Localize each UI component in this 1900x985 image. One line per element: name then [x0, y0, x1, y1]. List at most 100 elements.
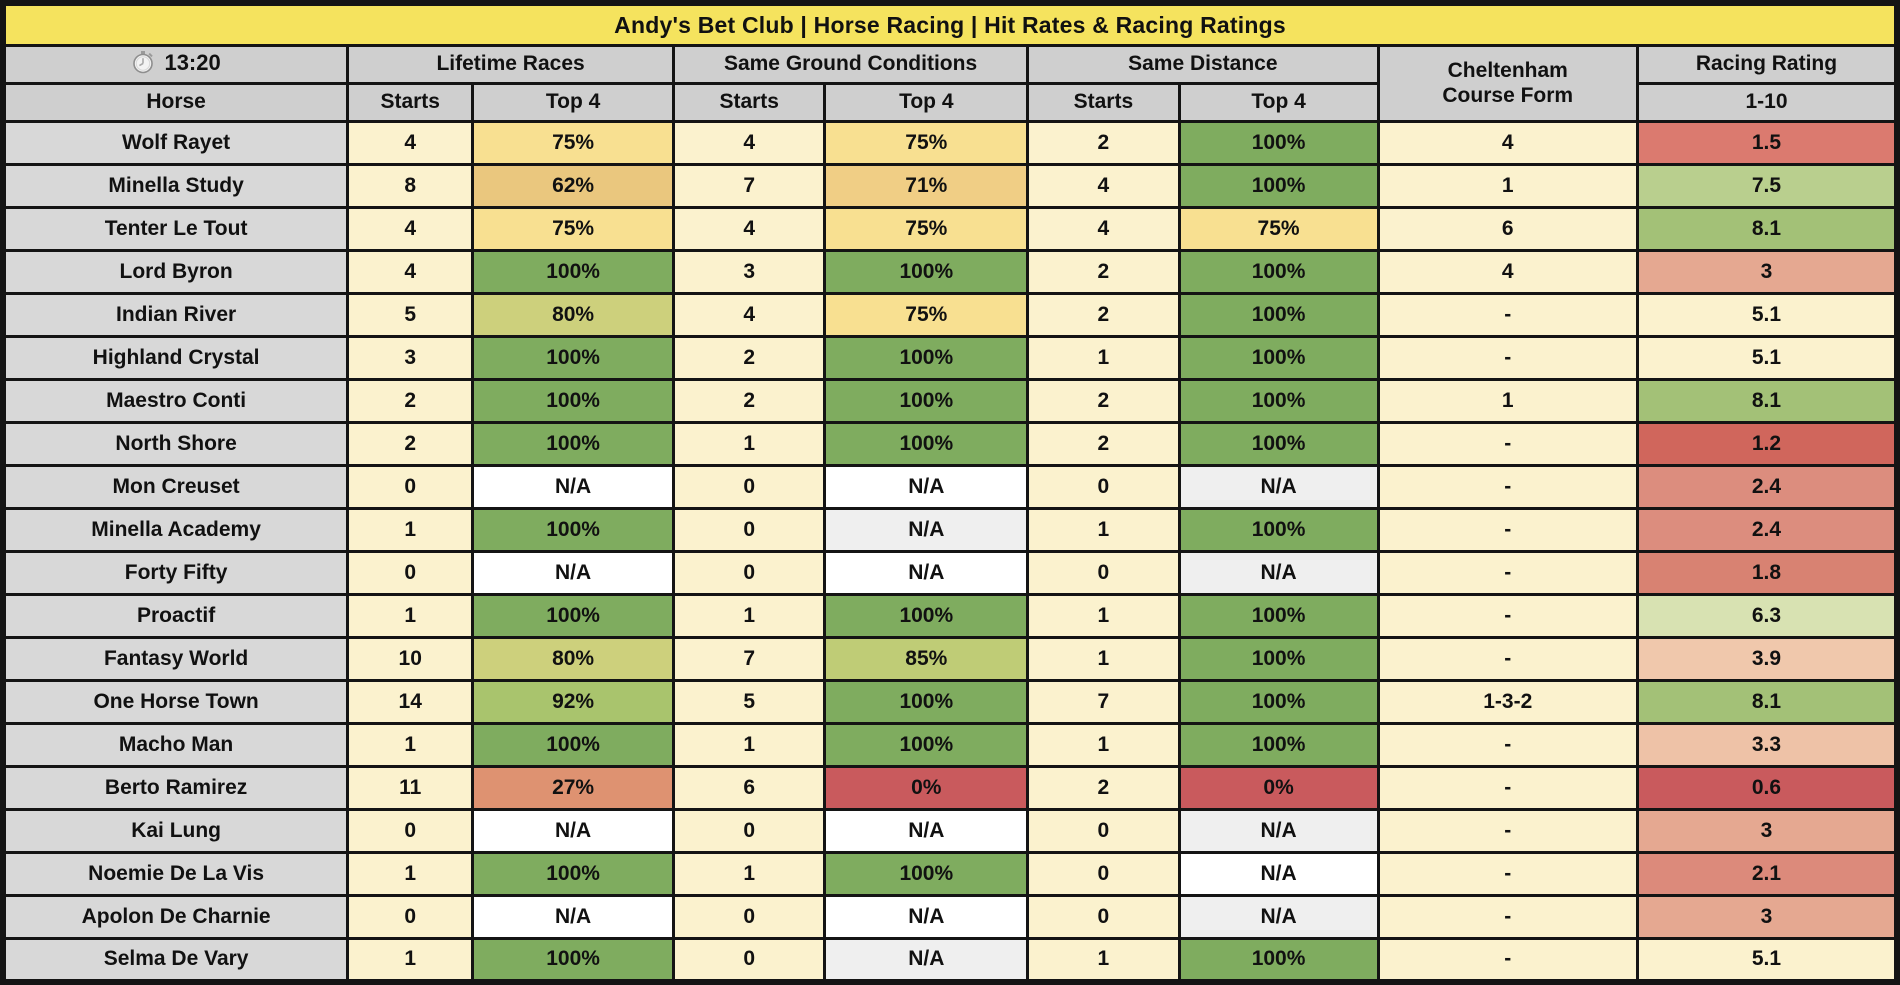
lifetime-starts-cell: 1 — [346, 507, 475, 553]
distance-starts-cell: 4 — [1026, 206, 1181, 252]
racing-rating-cell: 8.1 — [1635, 206, 1899, 252]
distance-starts-cell: 7 — [1026, 679, 1181, 725]
course-form-cell: - — [1376, 421, 1639, 467]
table-row: Kai Lung 0 N/A 0 N/A 0 N/A -3 — [1, 808, 1899, 854]
ground-starts-cell: 1 — [671, 851, 827, 897]
ground-top4-cell: 100% — [823, 421, 1030, 467]
lifetime-starts-cell: 4 — [346, 206, 475, 252]
lifetime-starts-cell: 4 — [346, 249, 475, 295]
table-row: Tenter Le Tout 4 75% 4 75% 4 75% 6 8.1 — [1, 206, 1899, 252]
distance-top4-cell: 100% — [1177, 636, 1380, 682]
distance-top4-cell: 100% — [1177, 378, 1380, 424]
racing-rating-cell: 3.3 — [1635, 722, 1899, 768]
lifetime-top4-cell: 92% — [471, 679, 675, 725]
racing-rating-cell: 3.9 — [1635, 636, 1899, 682]
table-row: Forty Fifty 0 N/A 0 N/A 0 N/A -1.8 — [1, 550, 1899, 596]
lifetime-starts-cell: 2 — [346, 378, 475, 424]
racing-rating-cell: 5.1 — [1635, 292, 1899, 338]
horse-name: One Horse Town — [1, 679, 350, 725]
ground-top4-cell: N/A — [823, 808, 1030, 854]
horse-name: Berto Ramirez — [1, 765, 350, 811]
lifetime-starts-cell: 8 — [346, 163, 475, 209]
course-form-cell: - — [1376, 808, 1639, 854]
racing-rating-cell: 2.1 — [1635, 851, 1899, 897]
distance-starts-cell: 1 — [1026, 722, 1181, 768]
lifetime-top4-cell: N/A — [471, 894, 675, 940]
ground-starts-cell: 0 — [671, 808, 827, 854]
table-row: Berto Ramirez 11 27% 6 0% 2 0% -0.6 — [1, 765, 1899, 811]
distance-top4-cell: 75% — [1177, 206, 1380, 252]
col-header-cheltenham-course-form: Cheltenham Course Form — [1376, 44, 1639, 123]
horse-name: Mon Creuset — [1, 464, 350, 510]
course-form-cell: - — [1376, 765, 1639, 811]
course-form-cell: - — [1376, 851, 1639, 897]
racing-rating-cell: 1.5 — [1635, 120, 1899, 166]
distance-starts-cell: 4 — [1026, 163, 1181, 209]
racing-rating-cell: 1.8 — [1635, 550, 1899, 596]
horse-name: Kai Lung — [1, 808, 350, 854]
lifetime-top4-cell: 27% — [471, 765, 675, 811]
distance-top4-cell: N/A — [1177, 550, 1380, 596]
lifetime-top4-cell: 80% — [471, 636, 675, 682]
course-form-cell: 1 — [1376, 378, 1639, 424]
distance-starts-cell: 0 — [1026, 851, 1181, 897]
lifetime-top4-cell: 100% — [471, 851, 675, 897]
table-row: Mon Creuset 0 N/A 0 N/A 0 N/A -2.4 — [1, 464, 1899, 510]
ground-top4-cell: 85% — [823, 636, 1030, 682]
racing-rating-cell: 2.4 — [1635, 507, 1899, 553]
ground-top4-cell: 71% — [823, 163, 1030, 209]
lifetime-starts-cell: 0 — [346, 464, 475, 510]
ground-top4-cell: 75% — [823, 120, 1030, 166]
horse-name: Indian River — [1, 292, 350, 338]
ground-starts-cell: 1 — [671, 421, 827, 467]
lifetime-starts-cell: 5 — [346, 292, 475, 338]
course-form-cell: 6 — [1376, 206, 1639, 252]
distance-starts-cell: 2 — [1026, 120, 1181, 166]
lifetime-top4-cell: 100% — [471, 421, 675, 467]
table-row: North Shore 2 100% 1 100% 2 100% -1.2 — [1, 421, 1899, 467]
horse-name: Macho Man — [1, 722, 350, 768]
course-form-cell: - — [1376, 894, 1639, 940]
distance-starts-cell: 0 — [1026, 894, 1181, 940]
lifetime-top4-cell: 100% — [471, 593, 675, 639]
ground-top4-cell: N/A — [823, 464, 1030, 510]
col-header-lifetime-starts: Starts — [346, 82, 475, 123]
ground-starts-cell: 0 — [671, 894, 827, 940]
horse-name: Selma De Vary — [1, 937, 350, 983]
racing-rating-cell: 6.3 — [1635, 593, 1899, 639]
course-form-cell: - — [1376, 464, 1639, 510]
race-time: 13:20 — [1, 44, 350, 85]
distance-starts-cell: 2 — [1026, 765, 1181, 811]
ground-top4-cell: 100% — [823, 335, 1030, 381]
racing-rating-cell: 3 — [1635, 894, 1899, 940]
horse-name: Lord Byron — [1, 249, 350, 295]
ground-starts-cell: 3 — [671, 249, 827, 295]
table-row: Wolf Rayet 4 75% 4 75% 2 100% 4 1.5 — [1, 120, 1899, 166]
col-header-horse: Horse — [1, 82, 350, 123]
distance-starts-cell: 1 — [1026, 335, 1181, 381]
lifetime-starts-cell: 1 — [346, 722, 475, 768]
table-row: Apolon De Charnie 0 N/A 0 N/A 0 N/A -3 — [1, 894, 1899, 940]
distance-starts-cell: 2 — [1026, 249, 1181, 295]
col-header-rating-scale: 1-10 — [1635, 82, 1899, 123]
cheltenham-line2: Course Form — [1442, 83, 1574, 107]
lifetime-starts-cell: 2 — [346, 421, 475, 467]
ground-top4-cell: 100% — [823, 722, 1030, 768]
distance-top4-cell: N/A — [1177, 464, 1380, 510]
ground-starts-cell: 4 — [671, 120, 827, 166]
table-row: Selma De Vary 1 100% 0 N/A 1 100% -5.1 — [1, 937, 1899, 983]
ground-top4-cell: 75% — [823, 206, 1030, 252]
distance-top4-cell: 100% — [1177, 120, 1380, 166]
col-header-racing-rating: Racing Rating — [1635, 44, 1899, 85]
table-row: Lord Byron 4 100% 3 100% 2 100% 4 3 — [1, 249, 1899, 295]
course-form-cell: 1 — [1376, 163, 1639, 209]
racing-rating-cell: 5.1 — [1635, 335, 1899, 381]
col-header-ground-starts: Starts — [671, 82, 827, 123]
lifetime-top4-cell: 80% — [471, 292, 675, 338]
racing-rating-cell: 5.1 — [1635, 937, 1899, 983]
lifetime-top4-cell: 100% — [471, 378, 675, 424]
table-row: Macho Man 1 100% 1 100% 1 100% -3.3 — [1, 722, 1899, 768]
racing-rating-cell: 0.6 — [1635, 765, 1899, 811]
table-row: Fantasy World 10 80% 7 85% 1 100% -3.9 — [1, 636, 1899, 682]
ground-top4-cell: 100% — [823, 593, 1030, 639]
